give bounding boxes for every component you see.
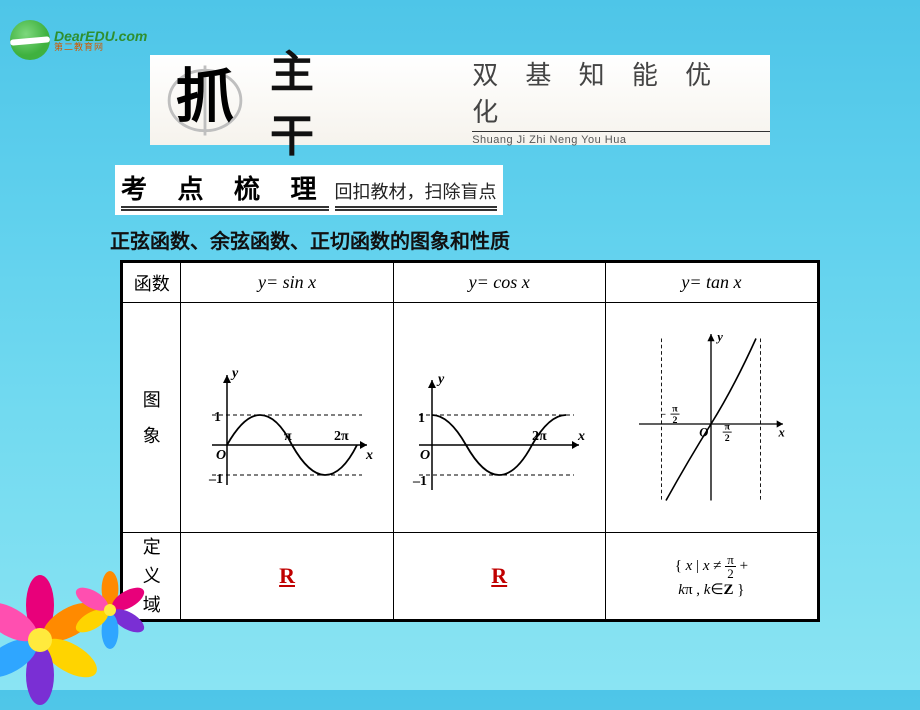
- banner-main-title: 主 干: [270, 36, 462, 164]
- banner-calligraphy-icon: 抓: [150, 55, 260, 145]
- banner-subtitle: 双 基 知 能 优 化: [472, 55, 770, 129]
- svg-text:π: π: [673, 403, 679, 414]
- tan-graph-cell: y x O π 2 − π 2: [605, 303, 817, 533]
- svg-text:2: 2: [673, 415, 678, 426]
- sin-graph-cell: y x O 1 –1 π 2π: [181, 303, 393, 533]
- svg-text:O: O: [216, 448, 226, 463]
- svg-text:y: y: [716, 330, 724, 344]
- header-function-label: 函数: [123, 263, 181, 303]
- cos-domain: R: [393, 533, 605, 620]
- svg-text:抓: 抓: [176, 64, 235, 129]
- sin-domain-value: R: [279, 563, 295, 588]
- flower-decor-icon: [0, 550, 160, 710]
- banner-text-group: 主 干 双 基 知 能 优 化 Shuang Ji Zhi Neng You H…: [260, 36, 770, 164]
- table-graph-row: 图象 y x O 1 –1 π 2π: [123, 303, 818, 533]
- svg-text:–1: –1: [412, 474, 427, 489]
- tan-graph: y x O π 2 − π 2: [616, 325, 806, 505]
- cos-graph-cell: y x O 1 –1 2π: [393, 303, 605, 533]
- tan-domain: { x | x ≠ π2 + kπ , k∈Z }: [605, 533, 817, 620]
- svg-text:2π: 2π: [334, 429, 349, 444]
- svg-text:1: 1: [418, 411, 425, 426]
- table-domain-row: 定义域 R R { x | x ≠ π2 + kπ , k∈Z }: [123, 533, 818, 620]
- banner-pinyin: Shuang Ji Zhi Neng You Hua: [472, 131, 770, 146]
- svg-text:1: 1: [214, 410, 221, 425]
- logo-text: DearEDU.com 第二教育网: [54, 29, 147, 52]
- svg-text:π: π: [725, 421, 731, 432]
- sin-domain: R: [181, 533, 393, 620]
- header-tan: y= tan x: [605, 263, 817, 303]
- logo-sub-text: 第二教育网: [54, 43, 147, 52]
- graph-row-label: 图象: [123, 303, 181, 533]
- svg-text:y: y: [436, 372, 445, 387]
- logo-main-text: DearEDU.com: [54, 29, 147, 43]
- svg-text:O: O: [700, 426, 709, 440]
- svg-text:2: 2: [725, 433, 730, 444]
- svg-text:–1: –1: [208, 472, 223, 487]
- lesson-banner: 抓 主 干 双 基 知 能 优 化 Shuang Ji Zhi Neng You…: [150, 55, 770, 145]
- svg-text:x: x: [577, 429, 585, 444]
- cos-graph: y x O 1 –1 2π: [404, 325, 594, 505]
- svg-text:O: O: [420, 448, 430, 463]
- section-header-main: 考 点 梳 理: [121, 169, 329, 211]
- header-cos: y= cos x: [393, 263, 605, 303]
- section-header: 考 点 梳 理 回扣教材，扫除盲点: [115, 165, 503, 215]
- logo-globe-icon: [10, 20, 50, 60]
- content-subtitle: 正弦函数、余弦函数、正切函数的图象和性质: [110, 225, 510, 254]
- svg-text:y: y: [230, 366, 239, 381]
- svg-text:−: −: [661, 410, 667, 421]
- table-header-row: 函数 y= sin x y= cos x y= tan x: [123, 263, 818, 303]
- sin-graph: y x O 1 –1 π 2π: [192, 325, 382, 505]
- cos-domain-value: R: [491, 563, 507, 588]
- section-header-sub: 回扣教材，扫除盲点: [335, 178, 497, 211]
- svg-text:x: x: [778, 426, 785, 440]
- trig-properties-table: 函数 y= sin x y= cos x y= tan x 图象 y x O 1: [120, 260, 820, 622]
- header-sin: y= sin x: [181, 263, 393, 303]
- svg-text:x: x: [365, 448, 373, 463]
- site-logo: DearEDU.com 第二教育网: [10, 20, 147, 60]
- tan-domain-value: { x | x ≠ π2 + kπ , k∈Z }: [606, 553, 817, 599]
